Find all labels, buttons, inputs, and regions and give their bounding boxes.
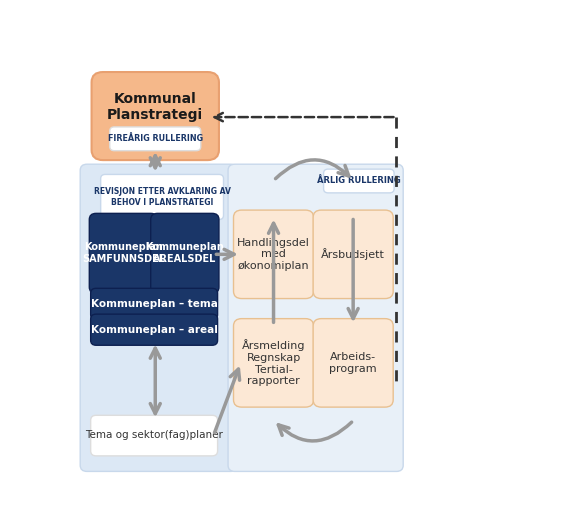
Text: Kommuneplan
SAMFUNNSDEL: Kommuneplan SAMFUNNSDEL xyxy=(82,242,165,264)
FancyBboxPatch shape xyxy=(323,169,394,193)
FancyBboxPatch shape xyxy=(90,288,218,319)
Text: Kommuneplan
AREALSDEL: Kommuneplan AREALSDEL xyxy=(146,242,224,264)
Text: Arbeids-
program: Arbeids- program xyxy=(329,352,377,373)
FancyBboxPatch shape xyxy=(313,210,393,298)
FancyBboxPatch shape xyxy=(234,210,313,298)
FancyBboxPatch shape xyxy=(110,127,201,151)
Text: Tema og sektor(fag)planer: Tema og sektor(fag)planer xyxy=(86,430,223,440)
FancyBboxPatch shape xyxy=(80,164,237,471)
FancyBboxPatch shape xyxy=(89,213,157,293)
Text: FIREÅRIG RULLERING: FIREÅRIG RULLERING xyxy=(107,134,203,143)
FancyBboxPatch shape xyxy=(90,415,218,456)
Text: Handlingsdel
med
økonomiplan: Handlingsdel med økonomiplan xyxy=(237,238,310,271)
Text: Kommuneplan – areal: Kommuneplan – areal xyxy=(91,325,218,335)
FancyBboxPatch shape xyxy=(92,72,219,160)
Text: ÅRLIG RULLERING: ÅRLIG RULLERING xyxy=(317,177,401,186)
Text: Årsmelding
Regnskap
Tertial-
rapporter: Årsmelding Regnskap Tertial- rapporter xyxy=(242,339,305,386)
Text: Kommunal
Planstrategi: Kommunal Planstrategi xyxy=(107,92,203,122)
Text: Kommuneplan – tema: Kommuneplan – tema xyxy=(91,299,218,309)
FancyBboxPatch shape xyxy=(101,174,224,220)
Text: Årsbudsjett: Årsbudsjett xyxy=(321,248,385,260)
Text: REVISJON ETTER AVKLARING AV
BEHOV I PLANSTRATEGI: REVISJON ETTER AVKLARING AV BEHOV I PLAN… xyxy=(94,187,231,206)
FancyBboxPatch shape xyxy=(151,213,219,293)
FancyBboxPatch shape xyxy=(313,319,393,407)
FancyBboxPatch shape xyxy=(234,319,313,407)
FancyBboxPatch shape xyxy=(90,314,218,345)
FancyBboxPatch shape xyxy=(228,164,403,471)
